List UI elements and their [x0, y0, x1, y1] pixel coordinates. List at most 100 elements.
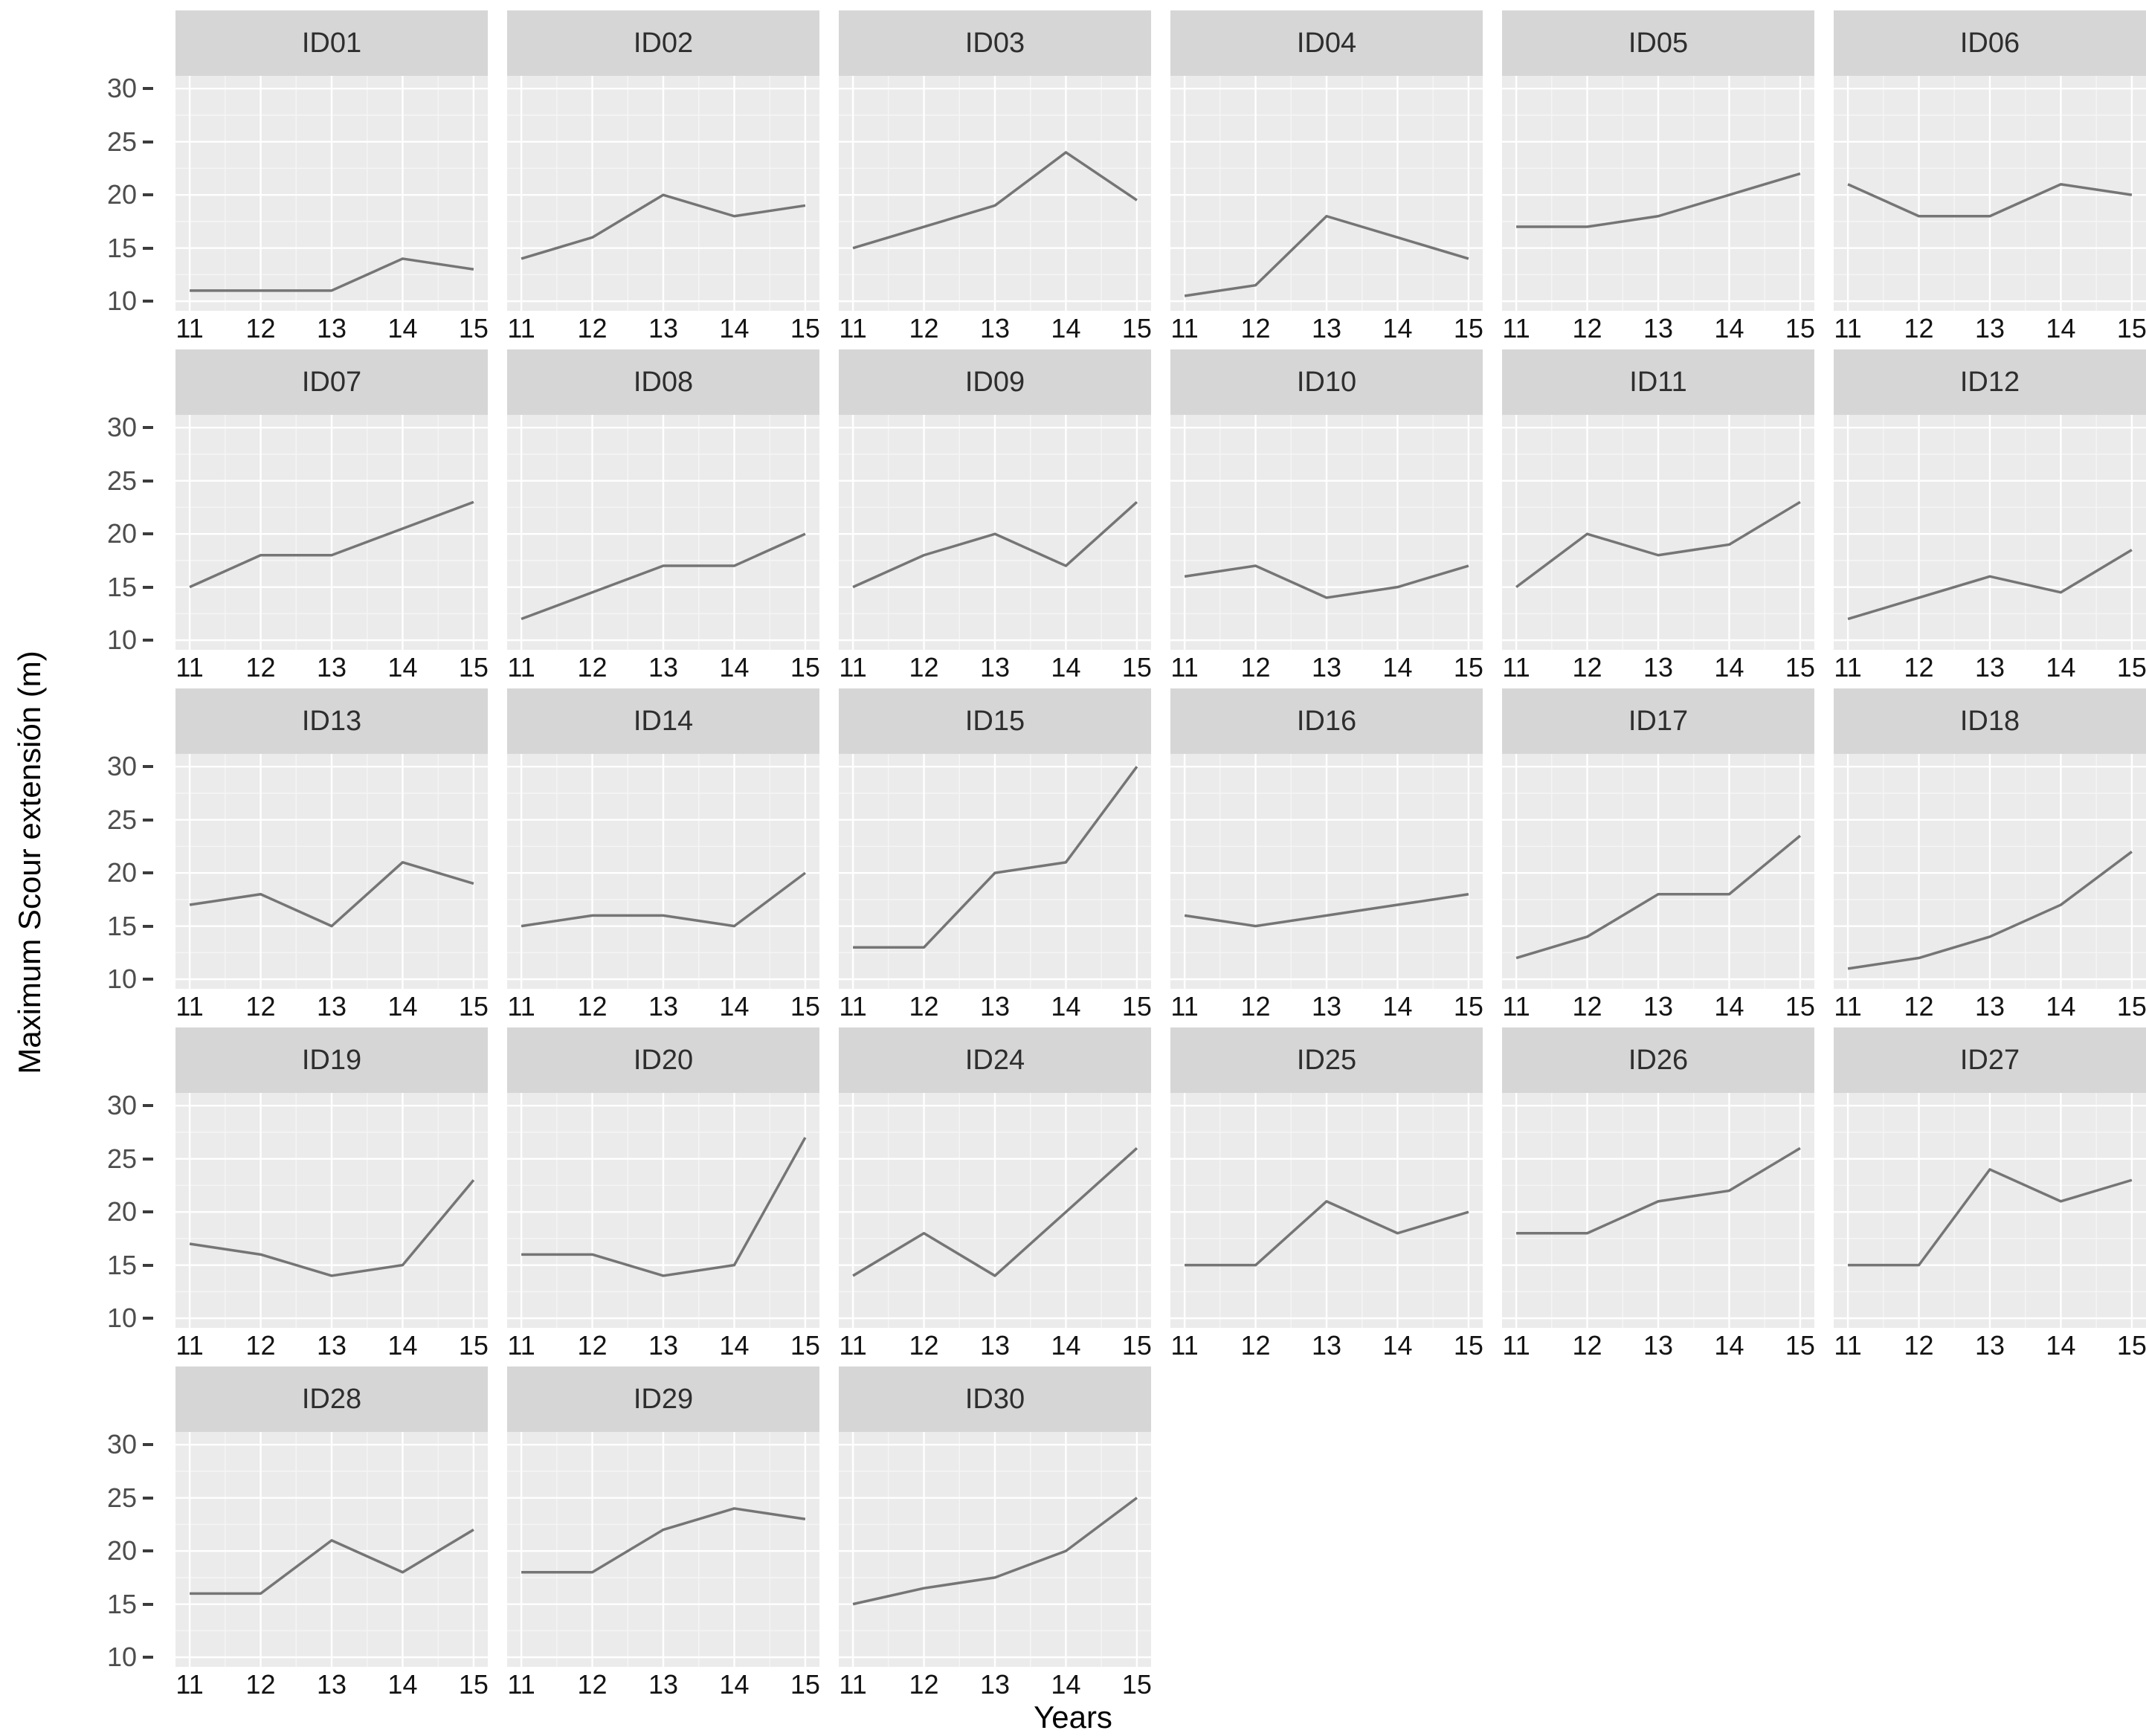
- x-tick-label: 11: [175, 1669, 204, 1700]
- x-tick-label: 14: [2046, 652, 2076, 683]
- y-tick-label: 25: [106, 126, 137, 157]
- facet-ID30: ID30 11 12 13 14 15: [839, 1366, 1152, 1706]
- facet-strip: ID04: [1170, 10, 1483, 76]
- series-line: [189, 500, 474, 589]
- facet-strip: ID30: [839, 1366, 1151, 1432]
- x-tick-label: 14: [2046, 1330, 2076, 1361]
- x-tick-label: 15: [2116, 652, 2146, 683]
- panel-plot: [1502, 754, 1814, 989]
- facet-grid: 10 15 20 25 30 ID01 11 12 13 14 15 ID02 11 12 13 14 15 ID…: [10, 10, 2146, 1706]
- y-tick-label: 10: [106, 1303, 137, 1334]
- x-tick-label: 11: [175, 1330, 204, 1361]
- x-tick-label: 11: [1834, 652, 1862, 683]
- panel-plot: [1170, 76, 1483, 311]
- series-line: [1185, 1200, 1469, 1267]
- x-tick-label: 14: [1051, 1330, 1081, 1361]
- facet-ID17: ID17 11 12 13 14 15: [1502, 688, 1815, 1027]
- x-tick-label: 12: [1904, 313, 1934, 343]
- x-tick-label: 12: [1240, 991, 1271, 1022]
- x-axis-labels: 11 12 13 14 15: [175, 989, 489, 1027]
- y-tick-label: 20: [106, 518, 137, 549]
- facet-strip-label: ID13: [301, 705, 362, 737]
- facet-strip-label: ID11: [1629, 366, 1687, 398]
- x-tick-label: 13: [1974, 1330, 2005, 1361]
- y-tick-label: 15: [106, 910, 137, 941]
- y-tick-mark: [143, 1263, 153, 1267]
- facet-strip: ID03: [839, 10, 1151, 76]
- facet-strip-label: ID10: [1296, 366, 1357, 398]
- x-tick-label: 15: [1121, 652, 1152, 683]
- x-tick-label: 12: [577, 313, 608, 343]
- x-axis-labels: 11 12 13 14 15: [1834, 650, 2146, 688]
- facet-ID03: ID03 11 12 13 14 15: [839, 10, 1152, 349]
- x-tick-label: 14: [387, 1669, 418, 1700]
- panel-plot: [1834, 1093, 2146, 1328]
- x-tick-label: 14: [1714, 313, 1744, 343]
- x-tick-label: 11: [1170, 991, 1199, 1022]
- series-line: [1515, 500, 1801, 589]
- facet-strip-label: ID09: [964, 366, 1025, 398]
- facet-ID26: ID26 11 12 13 14 15: [1502, 1027, 1815, 1366]
- x-tick-label: 13: [1974, 313, 2005, 343]
- panel-plot: [175, 415, 488, 650]
- y-tick-label: 25: [106, 465, 137, 496]
- y-tick-mark: [143, 1317, 153, 1320]
- series-line: [521, 193, 806, 260]
- x-tick-label: 14: [387, 313, 418, 343]
- facet-ID27: ID27 11 12 13 14 15: [1834, 1027, 2146, 1366]
- y-tick-label: 10: [106, 1642, 137, 1673]
- x-tick-label: 13: [979, 652, 1011, 683]
- facet-ID07: ID07 11 12 13 14 15: [175, 349, 489, 688]
- series-line: [853, 766, 1138, 949]
- x-tick-label: 12: [245, 1669, 276, 1700]
- x-tick-label: 12: [245, 652, 276, 683]
- x-tick-label: 12: [909, 652, 939, 683]
- y-tick-mark: [143, 585, 153, 589]
- x-tick-label: 14: [1382, 313, 1413, 343]
- facet-ID12: ID12 11 12 13 14 15: [1834, 349, 2146, 688]
- facet-strip: ID06: [1834, 10, 2146, 76]
- x-tick-label: 14: [2046, 991, 2076, 1022]
- facet-strip: ID24: [839, 1027, 1151, 1093]
- x-tick-label: 12: [1240, 1330, 1271, 1361]
- panel-plot: [839, 1093, 1151, 1328]
- facet-strip: ID16: [1170, 688, 1483, 754]
- x-tick-label: 15: [1785, 652, 1815, 683]
- y-tick-mark: [143, 1656, 153, 1659]
- y-tick-mark: [143, 532, 153, 536]
- facet-ID14: ID14 11 12 13 14 15: [507, 688, 820, 1027]
- x-axis-labels: 11 12 13 14 15: [839, 989, 1152, 1027]
- panel-plot: [839, 754, 1151, 989]
- x-tick-label: 15: [790, 652, 820, 683]
- series-line: [190, 1529, 474, 1595]
- y-tick-mark: [143, 479, 153, 483]
- series-line: [852, 1497, 1138, 1606]
- x-tick-label: 11: [1170, 313, 1199, 343]
- x-tick-label: 14: [719, 1330, 750, 1361]
- x-axis-labels: 11 12 13 14 15: [1834, 989, 2146, 1027]
- x-tick-label: 12: [577, 991, 608, 1022]
- facet-strip-label: ID19: [301, 1044, 362, 1076]
- x-axis-labels: 11 12 13 14 15: [1170, 650, 1483, 688]
- x-tick-label: 15: [1121, 991, 1152, 1022]
- x-tick-label: 13: [648, 991, 679, 1022]
- x-tick-label: 11: [839, 1669, 867, 1700]
- series-line: [521, 1137, 807, 1277]
- facet-strip: ID14: [507, 688, 819, 754]
- x-tick-label: 14: [1382, 991, 1413, 1022]
- x-tick-label: 15: [790, 991, 820, 1022]
- x-tick-label: 12: [1572, 991, 1602, 1022]
- x-tick-label: 13: [1643, 991, 1674, 1022]
- series-line: [1847, 183, 2133, 218]
- panel-plot: [1170, 415, 1483, 650]
- x-tick-label: 13: [648, 313, 679, 343]
- y-tick-mark: [143, 300, 153, 303]
- x-tick-label: 12: [1240, 313, 1271, 343]
- x-tick-label: 14: [1382, 652, 1413, 683]
- x-tick-label: 13: [316, 313, 347, 343]
- x-tick-label: 11: [1502, 1330, 1530, 1361]
- y-tick-label: 30: [106, 412, 137, 443]
- panel-plot: [839, 415, 1151, 650]
- x-tick-label: 13: [316, 1669, 347, 1700]
- x-tick-label: 14: [1051, 1669, 1081, 1700]
